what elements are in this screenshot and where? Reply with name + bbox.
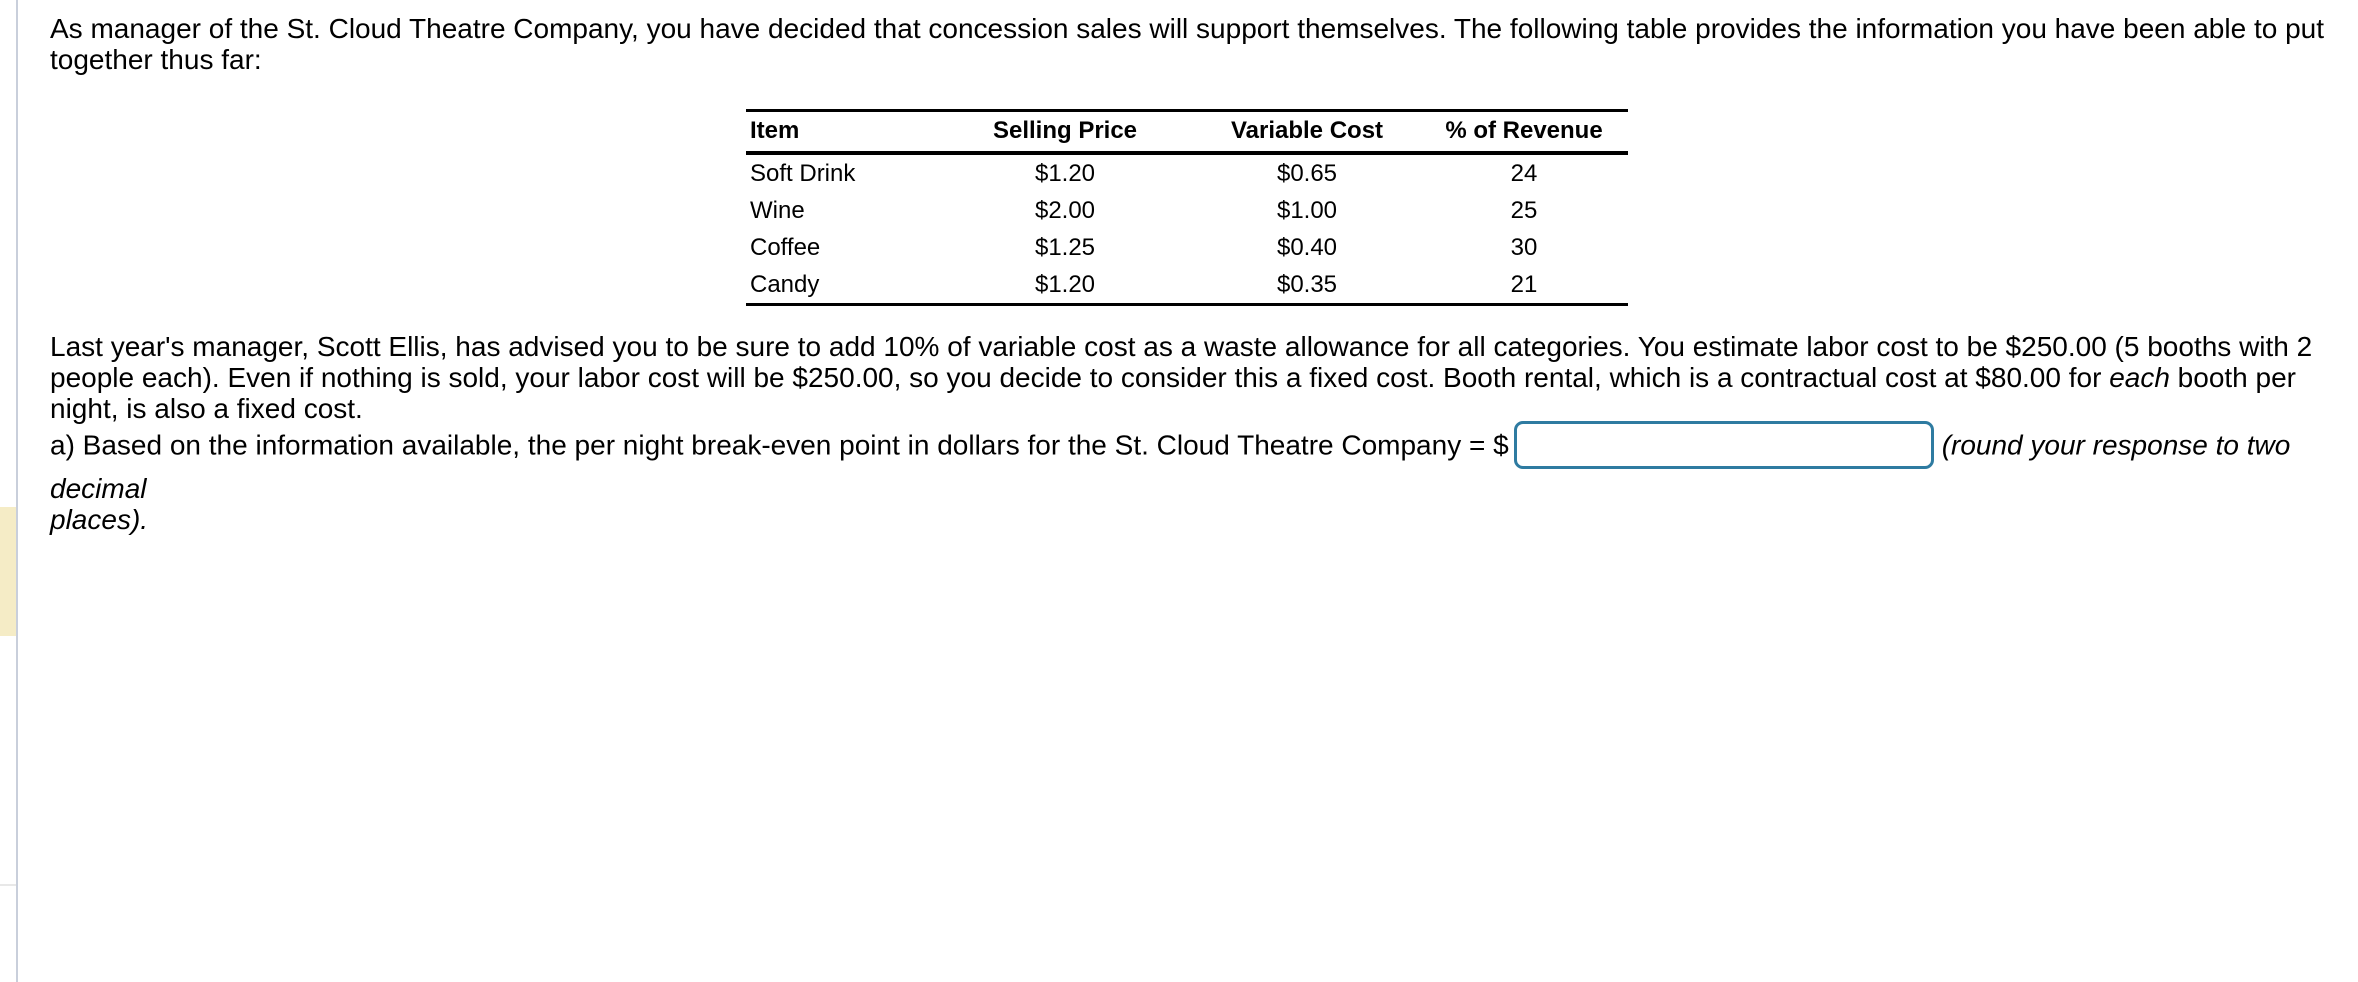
advice-text-2: booth per night, is also a fixed cost.	[50, 362, 2297, 424]
header-item: Item	[746, 110, 936, 155]
advice-text-each-italic: each	[2109, 362, 2170, 393]
cell-selling-price: $1.25	[1034, 234, 1096, 261]
rail-divider-line	[0, 884, 16, 886]
advice-paragraph: Last year's manager, Scott Ellis, has ad…	[50, 331, 2342, 424]
cell-item: Candy	[750, 271, 820, 298]
concessions-table: Item Selling Price Variable Cost % of Re…	[746, 109, 1628, 306]
header-variable-cost: Variable Cost	[1194, 110, 1420, 155]
cell-variable-cost: $0.65	[1276, 160, 1338, 187]
concessions-table-wrap: Item Selling Price Variable Cost % of Re…	[746, 109, 1628, 306]
cell-pct-revenue: 30	[1510, 234, 1538, 261]
header-selling-price: Selling Price	[936, 110, 1194, 155]
left-rail	[0, 0, 16, 982]
cell-variable-cost: $0.40	[1276, 234, 1338, 261]
cell-variable-cost: $0.35	[1276, 271, 1338, 298]
table-row: Soft Drink $1.20 $0.65 24	[746, 153, 1628, 192]
cell-item: Coffee	[750, 234, 821, 261]
round-note-line1: (round your response to two decimal	[50, 429, 2291, 504]
intro-paragraph: As manager of the St. Cloud Theatre Comp…	[50, 13, 2325, 75]
cell-item: Wine	[750, 197, 805, 224]
question-a: a) Based on the information available, t…	[50, 421, 2342, 535]
header-pct-revenue: % of Revenue	[1420, 110, 1628, 155]
cell-selling-price: $1.20	[1034, 160, 1096, 187]
cell-variable-cost: $1.00	[1276, 197, 1338, 224]
problem-content: As manager of the St. Cloud Theatre Comp…	[50, 0, 2342, 982]
cell-pct-revenue: 24	[1510, 160, 1538, 187]
table-row: Candy $1.20 $0.35 21	[746, 266, 1628, 305]
question-prefix: a) Based on the information available, t…	[50, 429, 1509, 461]
rail-highlight-block	[0, 507, 16, 636]
content-left-border	[16, 0, 18, 982]
table-row: Coffee $1.25 $0.40 30	[746, 229, 1628, 266]
cell-pct-revenue: 25	[1510, 197, 1538, 224]
cell-pct-revenue: 21	[1510, 271, 1538, 298]
cell-selling-price: $1.20	[1034, 271, 1096, 298]
answer-input[interactable]	[1513, 421, 1934, 469]
advice-text-1: Last year's manager, Scott Ellis, has ad…	[50, 331, 2313, 393]
table-row: Wine $2.00 $1.00 25	[746, 192, 1628, 229]
cell-selling-price: $2.00	[1034, 197, 1096, 224]
cell-item: Soft Drink	[750, 160, 856, 187]
table-header-row: Item Selling Price Variable Cost % of Re…	[746, 110, 1628, 155]
round-note-line2: places).	[50, 504, 149, 535]
